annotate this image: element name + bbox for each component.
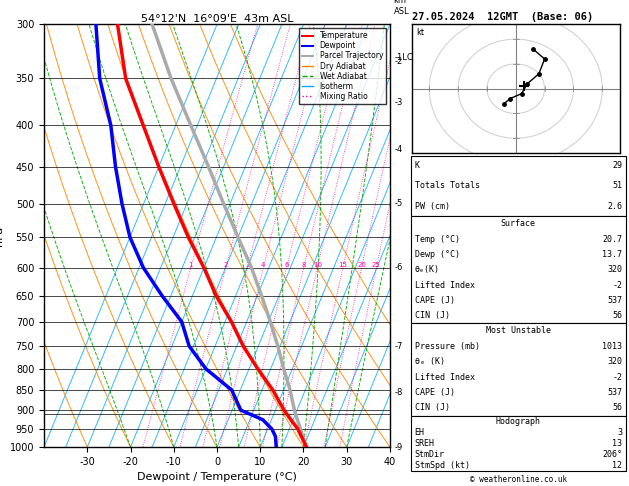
Text: 27.05.2024  12GMT  (Base: 06): 27.05.2024 12GMT (Base: 06) xyxy=(412,12,593,22)
Text: Most Unstable: Most Unstable xyxy=(486,327,551,335)
Text: 12: 12 xyxy=(612,461,622,470)
Text: EH: EH xyxy=(415,428,425,437)
Text: SREH: SREH xyxy=(415,439,435,448)
Y-axis label: hPa: hPa xyxy=(0,226,4,246)
Text: 51: 51 xyxy=(612,181,622,191)
Text: 56: 56 xyxy=(612,311,622,320)
Text: -2: -2 xyxy=(612,280,622,290)
Text: Totals Totals: Totals Totals xyxy=(415,181,479,191)
Text: -5: -5 xyxy=(394,199,403,208)
Text: Surface: Surface xyxy=(501,219,536,228)
Text: -3: -3 xyxy=(394,98,403,107)
Text: 29: 29 xyxy=(612,161,622,170)
Text: © weatheronline.co.uk: © weatheronline.co.uk xyxy=(470,474,567,484)
X-axis label: Dewpoint / Temperature (°C): Dewpoint / Temperature (°C) xyxy=(137,472,297,483)
Text: Lifted Index: Lifted Index xyxy=(415,280,474,290)
Text: 3: 3 xyxy=(245,262,250,268)
Text: Pressure (mb): Pressure (mb) xyxy=(415,342,479,351)
Text: 537: 537 xyxy=(607,388,622,397)
Text: 320: 320 xyxy=(607,265,622,274)
Text: 2: 2 xyxy=(223,262,228,268)
Text: CIN (J): CIN (J) xyxy=(415,403,450,412)
Text: CAPE (J): CAPE (J) xyxy=(415,388,455,397)
Title: 54°12'N  16°09'E  43m ASL: 54°12'N 16°09'E 43m ASL xyxy=(141,14,293,23)
Text: 537: 537 xyxy=(607,296,622,305)
Text: 25: 25 xyxy=(372,262,381,268)
Text: 3: 3 xyxy=(617,428,622,437)
Text: K: K xyxy=(415,161,420,170)
Text: -8: -8 xyxy=(394,388,403,398)
Text: -2: -2 xyxy=(612,373,622,382)
Text: CAPE (J): CAPE (J) xyxy=(415,296,455,305)
Text: 320: 320 xyxy=(607,357,622,366)
Text: 1: 1 xyxy=(189,262,193,268)
Text: θₑ (K): θₑ (K) xyxy=(415,357,445,366)
Text: 1013: 1013 xyxy=(602,342,622,351)
Text: Dewp (°C): Dewp (°C) xyxy=(415,250,460,259)
Text: 15: 15 xyxy=(338,262,347,268)
Text: km
ASL: km ASL xyxy=(394,0,409,16)
Text: 8: 8 xyxy=(301,262,306,268)
Text: 56: 56 xyxy=(612,403,622,412)
Text: Mixing Ratio (g/kg): Mixing Ratio (g/kg) xyxy=(413,196,422,276)
Text: -6: -6 xyxy=(394,263,403,272)
Text: StmSpd (kt): StmSpd (kt) xyxy=(415,461,469,470)
Text: 10: 10 xyxy=(313,262,322,268)
Text: PW (cm): PW (cm) xyxy=(415,202,450,210)
Legend: Temperature, Dewpoint, Parcel Trajectory, Dry Adiabat, Wet Adiabat, Isotherm, Mi: Temperature, Dewpoint, Parcel Trajectory… xyxy=(299,28,386,104)
Text: 6: 6 xyxy=(284,262,289,268)
Text: Hodograph: Hodograph xyxy=(496,417,541,426)
Text: 13: 13 xyxy=(612,439,622,448)
Text: -2: -2 xyxy=(394,57,403,66)
Text: 20.7: 20.7 xyxy=(602,235,622,243)
Text: -7: -7 xyxy=(394,342,403,350)
Text: StmDir: StmDir xyxy=(415,450,445,459)
Text: -9: -9 xyxy=(394,443,403,451)
Text: -4: -4 xyxy=(394,145,403,154)
Text: 13.7: 13.7 xyxy=(602,250,622,259)
Text: 20: 20 xyxy=(357,262,366,268)
Text: Temp (°C): Temp (°C) xyxy=(415,235,460,243)
Text: -1LCL: -1LCL xyxy=(394,53,418,62)
Text: kt: kt xyxy=(416,28,425,37)
Text: 206°: 206° xyxy=(602,450,622,459)
Text: θₑ(K): θₑ(K) xyxy=(415,265,440,274)
Text: Lifted Index: Lifted Index xyxy=(415,373,474,382)
Text: 4: 4 xyxy=(261,262,265,268)
Text: 2.6: 2.6 xyxy=(607,202,622,210)
Text: CIN (J): CIN (J) xyxy=(415,311,450,320)
